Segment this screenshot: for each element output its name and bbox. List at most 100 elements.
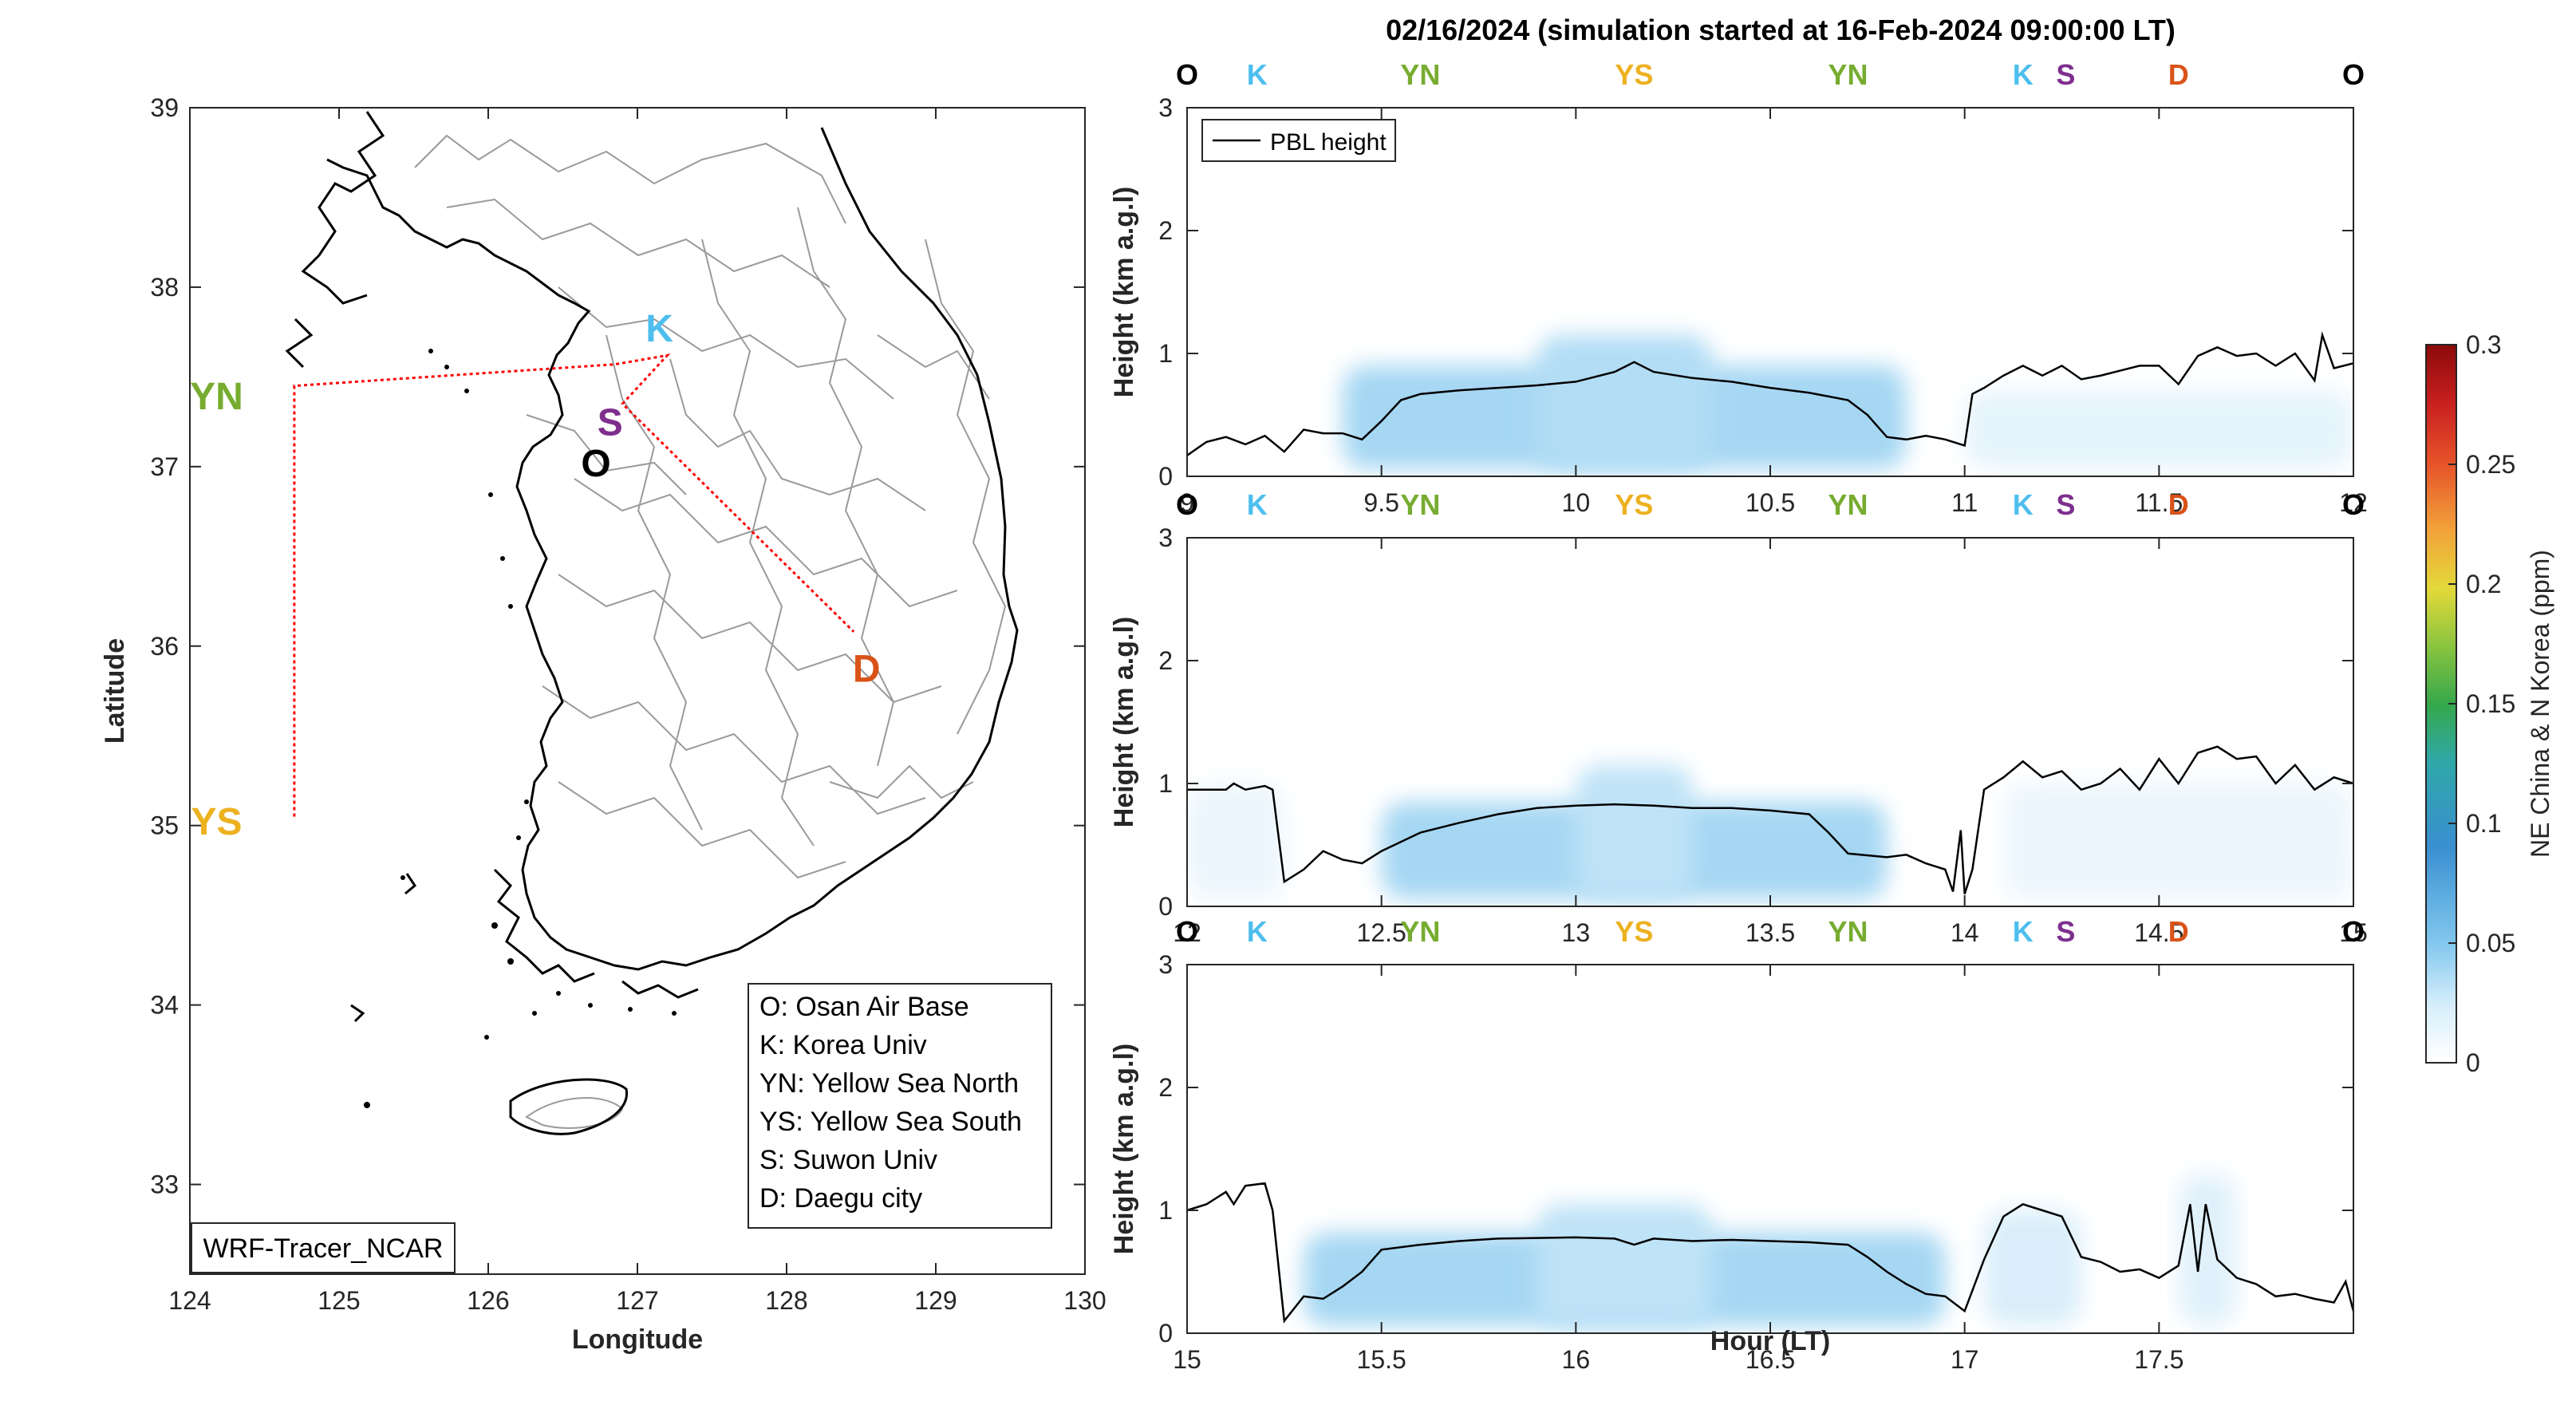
site-marker-d: D (2168, 915, 2189, 948)
map-xtick-label: 125 (318, 1286, 360, 1315)
site-label-ys: YS (191, 801, 242, 843)
ytick-label: 0 (1158, 892, 1173, 921)
site-marker-o: O (1176, 58, 1198, 91)
xtick-label: 12 (2339, 488, 2368, 517)
site-label-d: D (853, 648, 881, 690)
tracer-blob (1576, 764, 1693, 899)
map-sites: K SO YN YS D (190, 308, 880, 843)
site-legend-line: O: Osan Air Base (759, 992, 969, 1022)
xtick-label: 10 (1562, 488, 1591, 517)
site-legend-line: D: Daegu city (759, 1183, 922, 1214)
xtick-label: 16 (1562, 1345, 1591, 1374)
map-panel: 124 125 126 127 128 129 130 33 34 35 36 37 38 39 K SO Y… (100, 93, 1107, 1355)
site-marker-d: D (2168, 58, 2189, 91)
ytick-label: 3 (1158, 950, 1173, 979)
site-label-k: K (645, 308, 673, 350)
ytick-label: 3 (1158, 523, 1173, 552)
colorbar-tick-label: 0.05 (2466, 929, 2515, 957)
map-xtick-label: 128 (765, 1286, 807, 1315)
site-marker-o: O (1176, 488, 1198, 521)
xtick-label: 9 (1180, 488, 1194, 517)
xtick-label: 17 (1951, 1345, 1979, 1374)
site-label-yn: YN (190, 376, 243, 418)
panel-xlabel: Hour (LT) (1710, 1326, 1830, 1356)
site-legend-box (748, 983, 1052, 1229)
site-marker-yn: YN (1828, 488, 1868, 521)
site-legend-line: YN: Yellow Sea North (759, 1068, 1019, 1099)
site-label-s: S (598, 401, 623, 444)
site-marker-yn: YN (1400, 915, 1440, 948)
map-xlabel: Longitude (572, 1324, 703, 1355)
ytick-label: 3 (1158, 93, 1173, 122)
map-ytick-label: 38 (150, 273, 179, 302)
tracer-blob (1187, 783, 1284, 899)
map-xtick-label: 127 (616, 1286, 658, 1315)
site-marker-yn: YN (1400, 488, 1440, 521)
ytick-label: 2 (1158, 216, 1173, 245)
map-ytick-label: 33 (150, 1170, 179, 1199)
colorbar-tick-label: 0.3 (2466, 330, 2501, 359)
map-xtick-label: 129 (914, 1286, 957, 1315)
site-marker-o: O (2342, 488, 2365, 521)
site-marker-s: S (2056, 488, 2075, 521)
map-xtick-label: 130 (1063, 1286, 1106, 1315)
panel-ylabel: Height (km a.g.l) (1109, 187, 1139, 397)
tracer-shading (1342, 334, 2353, 469)
map-xtick-label: 126 (467, 1286, 509, 1315)
xtick-label: 17.5 (2134, 1345, 2183, 1374)
site-marker-ys: YS (1615, 488, 1653, 521)
map-ytick-label: 34 (150, 991, 179, 1020)
site-marker-o: O (2342, 915, 2365, 948)
track-path (293, 353, 855, 817)
map-ytick-label: 37 (150, 452, 179, 481)
xtick-label: 13 (1562, 918, 1591, 947)
pbl-line (1186, 1182, 2355, 1324)
ytick-label: 2 (1158, 646, 1173, 675)
pbl-legend-label: PBL height (1270, 129, 1387, 156)
tracer-blob (2178, 1173, 2237, 1326)
xtick-label: 11.5 (2135, 488, 2183, 517)
xtick-label: 12.5 (1357, 918, 1406, 947)
islands (364, 349, 677, 1108)
watermark: WRF-Tracer_NCAR (191, 1222, 456, 1273)
site-marker-s: S (2056, 915, 2075, 948)
xtick-label: 16.5 (1746, 1345, 1795, 1374)
site-marker-s: S (2056, 58, 2075, 91)
panel-ylabel: Height (km a.g.l) (1109, 1044, 1139, 1254)
site-legend-line: K: Korea Univ (759, 1030, 927, 1060)
ytick-label: 0 (1158, 1319, 1173, 1348)
coastline (285, 111, 1019, 1135)
colorbar-label: NE China & N Korea (ppm) (2526, 550, 2554, 858)
figure-title: 02/16/2024 (simulation started at 16-Feb… (1386, 14, 2176, 46)
map-track (293, 353, 855, 817)
map-ytick-label: 36 (150, 632, 179, 661)
ytick-label: 1 (1158, 769, 1173, 798)
ytick-label: 1 (1158, 1196, 1173, 1225)
ytick-label: 1 (1158, 339, 1173, 368)
site-marker-k: K (2013, 488, 2034, 521)
map-ylabel: Latitude (100, 638, 130, 744)
watermark-text: WRF-Tracer_NCAR (203, 1233, 444, 1264)
colorbar-tick-label: 0.1 (2466, 809, 2501, 838)
xtick-label: 15 (2339, 918, 2368, 947)
site-marker-ys: YS (1615, 58, 1653, 91)
ytick-label: 0 (1158, 462, 1173, 491)
ytick-label: 2 (1158, 1073, 1173, 1102)
site-marker-yn: YN (1400, 58, 1440, 91)
colorbar-tick-label: 0.25 (2466, 450, 2515, 479)
site-label-o: O (581, 443, 610, 485)
map-ytick-label: 39 (150, 93, 179, 122)
site-marker-k: K (1247, 58, 1268, 91)
site-marker-ys: YS (1615, 915, 1653, 948)
xtick-label: 14 (1951, 918, 1979, 947)
site-legend: O: Osan Air Base K: Korea Univ YN: Yellow … (748, 983, 1052, 1229)
site-marker-k: K (1247, 488, 1268, 521)
xtick-label: 11 (1951, 488, 1978, 517)
tracer-shading (1187, 764, 2353, 899)
pbl-line (1186, 330, 2354, 456)
map-ticks: 124 125 126 127 128 129 130 33 34 35 36 37 38 39 (150, 93, 1106, 1315)
watermark-box (191, 1222, 456, 1273)
